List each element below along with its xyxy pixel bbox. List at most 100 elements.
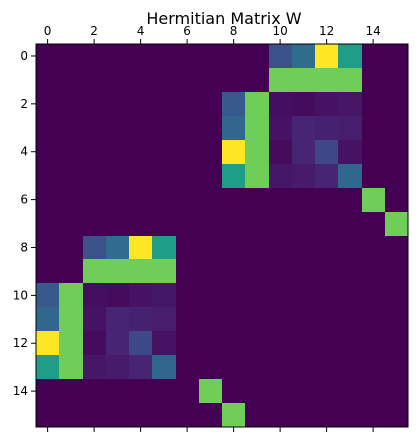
heatmap-cell-r0-c3 <box>106 44 129 68</box>
heatmap-cell-r14-c0 <box>36 379 59 403</box>
heatmap-cell-r10-c15 <box>385 283 408 307</box>
heatmap-cell-r8-c11 <box>292 236 315 259</box>
heatmap-cell-r15-c8 <box>222 403 245 427</box>
heatmap-cell-r14-c10 <box>269 379 292 403</box>
heatmap-cell-r9-c11 <box>292 259 315 283</box>
heatmap-cell-r4-c15 <box>385 140 408 164</box>
heatmap-cell-r0-c8 <box>222 44 245 68</box>
heatmap-cell-r13-c15 <box>385 355 408 379</box>
heatmap-cell-r5-c12 <box>315 164 338 188</box>
heatmap-cell-r2-c13 <box>338 92 362 116</box>
heatmap-cell-r2-c1 <box>59 92 83 116</box>
x-tick-label-4: 4 <box>137 24 145 38</box>
heatmap-cell-r12-c7 <box>199 331 222 355</box>
heatmap-cell-r11-c15 <box>385 307 408 331</box>
heatmap-cell-r13-c9 <box>245 355 269 379</box>
heatmap-cell-r6-c4 <box>129 188 152 212</box>
heatmap-cell-r0-c5 <box>152 44 176 68</box>
heatmap-cell-r2-c5 <box>152 92 176 116</box>
heatmap-cell-r1-c10 <box>269 68 292 92</box>
heatmap-cell-r4-c4 <box>129 140 152 164</box>
heatmap-cell-r3-c9 <box>245 116 269 140</box>
heatmap-cell-r6-c15 <box>385 188 408 212</box>
heatmap-cell-r1-c7 <box>199 68 222 92</box>
heatmap-cell-r10-c9 <box>245 283 269 307</box>
heatmap-cell-r6-c7 <box>199 188 222 212</box>
heatmap-cell-r5-c10 <box>269 164 292 188</box>
heatmap-cell-r4-c3 <box>106 140 129 164</box>
heatmap-cell-r7-c4 <box>129 212 152 236</box>
y-tick-label-4: 4 <box>20 145 28 159</box>
heatmap-cell-r1-c14 <box>362 68 385 92</box>
heatmap-cell-r1-c5 <box>152 68 176 92</box>
heatmap-cell-r6-c2 <box>83 188 106 212</box>
heatmap-cell-r15-c1 <box>59 403 83 427</box>
heatmap-cell-r7-c10 <box>269 212 292 236</box>
heatmap-cell-r14-c4 <box>129 379 152 403</box>
heatmap-cell-r3-c7 <box>199 116 222 140</box>
heatmap-cell-r9-c6 <box>176 259 199 283</box>
heatmap-cell-r5-c9 <box>245 164 269 188</box>
heatmap-cell-r4-c7 <box>199 140 222 164</box>
heatmap-cell-r1-c0 <box>36 68 59 92</box>
heatmap-cell-r9-c5 <box>152 259 176 283</box>
heatmap-cell-r9-c14 <box>362 259 385 283</box>
heatmap-cell-r15-c10 <box>269 403 292 427</box>
heatmap-cell-r4-c13 <box>338 140 362 164</box>
heatmap-cell-r8-c10 <box>269 236 292 259</box>
heatmap-cell-r0-c6 <box>176 44 199 68</box>
heatmap-cell-r15-c5 <box>152 403 176 427</box>
heatmap-cell-r1-c9 <box>245 68 269 92</box>
heatmap-cell-r6-c13 <box>338 188 362 212</box>
heatmap-cell-r0-c2 <box>83 44 106 68</box>
heatmap-cell-r14-c14 <box>362 379 385 403</box>
heatmap-cell-r2-c15 <box>385 92 408 116</box>
heatmap-cell-r3-c13 <box>338 116 362 140</box>
heatmap-cell-r5-c15 <box>385 164 408 188</box>
y-tick-label-8: 8 <box>20 240 28 254</box>
heatmap-cell-r13-c10 <box>269 355 292 379</box>
heatmap-cell-r4-c10 <box>269 140 292 164</box>
heatmap-cell-r11-c7 <box>199 307 222 331</box>
heatmap-cell-r7-c2 <box>83 212 106 236</box>
heatmap-cell-r7-c6 <box>176 212 199 236</box>
heatmap-cell-r6-c0 <box>36 188 59 212</box>
heatmap-cell-r12-c5 <box>152 331 176 355</box>
heatmap-cell-r6-c3 <box>106 188 129 212</box>
heatmap-cell-r3-c2 <box>83 116 106 140</box>
heatmap-cell-r12-c2 <box>83 331 106 355</box>
heatmap-cell-r11-c4 <box>129 307 152 331</box>
heatmap-cell-r3-c10 <box>269 116 292 140</box>
plot-frame <box>35 43 409 428</box>
heatmap-cell-r15-c6 <box>176 403 199 427</box>
heatmap-cell-r13-c2 <box>83 355 106 379</box>
heatmap-cell-r2-c8 <box>222 92 245 116</box>
heatmap-cell-r5-c0 <box>36 164 59 188</box>
heatmap-cell-r10-c11 <box>292 283 315 307</box>
heatmap-cell-r8-c3 <box>106 236 129 259</box>
heatmap-cell-r1-c15 <box>385 68 408 92</box>
heatmap-cell-r3-c0 <box>36 116 59 140</box>
heatmap-cell-r6-c6 <box>176 188 199 212</box>
heatmap-cell-r4-c12 <box>315 140 338 164</box>
heatmap-cell-r4-c8 <box>222 140 245 164</box>
heatmap-cell-r8-c1 <box>59 236 83 259</box>
heatmap-cell-r10-c1 <box>59 283 83 307</box>
y-tick-label-12: 12 <box>13 336 28 350</box>
heatmap-cell-r9-c12 <box>315 259 338 283</box>
heatmap-cell-r10-c5 <box>152 283 176 307</box>
y-tick-label-0: 0 <box>20 49 28 63</box>
heatmap-cell-r10-c8 <box>222 283 245 307</box>
heatmap-cell-r11-c14 <box>362 307 385 331</box>
heatmap-cell-r15-c0 <box>36 403 59 427</box>
heatmap-cell-r2-c0 <box>36 92 59 116</box>
heatmap-cell-r9-c13 <box>338 259 362 283</box>
heatmap-cell-r2-c11 <box>292 92 315 116</box>
heatmap-cell-r2-c12 <box>315 92 338 116</box>
heatmap-cell-r3-c5 <box>152 116 176 140</box>
heatmap-cell-r15-c15 <box>385 403 408 427</box>
heatmap-cell-r7-c14 <box>362 212 385 236</box>
heatmap-cell-r13-c1 <box>59 355 83 379</box>
